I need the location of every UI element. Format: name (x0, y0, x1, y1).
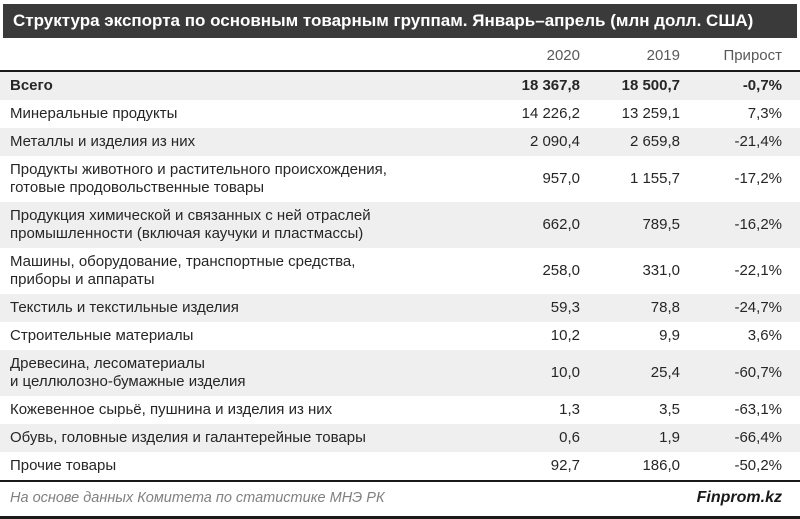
row-label: Продукты животного и растительного проис… (10, 161, 387, 196)
table-row: Строительные материалы 10,2 9,9 3,6% (0, 322, 800, 350)
value-2020: 1,3 (559, 401, 580, 418)
value-growth: 3,6% (747, 327, 782, 344)
value-2020: 258,0 (542, 262, 580, 279)
row-label: Строительные материалы (10, 327, 194, 344)
table-row: Текстиль и текстильные изделия 59,3 78,8… (0, 294, 800, 322)
table-row: Продукты животного и растительного проис… (0, 156, 800, 202)
row-label: Текстиль и текстильные изделия (10, 299, 239, 316)
value-2019: 9,9 (659, 327, 680, 344)
value-2020: 18 367,8 (521, 77, 580, 94)
row-label: Продукция химической и связанных с ней о… (10, 207, 371, 242)
value-2020: 10,2 (550, 327, 580, 344)
source-note: На основе данных Комитета по статистике … (10, 490, 385, 506)
row-label: Всего (10, 77, 53, 94)
value-2020: 92,7 (550, 457, 580, 474)
value-2020: 14 226,2 (521, 105, 580, 122)
page-title: Структура экспорта по основным товарным … (13, 11, 754, 30)
value-growth: -0,7% (742, 77, 782, 94)
data-table: Всего 18 367,8 18 500,7 -0,7% Минеральны… (0, 72, 800, 480)
value-2019: 3,5 (659, 401, 680, 418)
table-row: Кожевенное сырьё, пушнина и изделия из н… (0, 396, 800, 424)
value-2019: 186,0 (642, 457, 680, 474)
value-growth: -50,2% (734, 457, 782, 474)
row-label: Машины, оборудование, транспортные средс… (10, 253, 356, 288)
table-row: Продукция химической и связанных с ней о… (0, 202, 800, 248)
row-label: Древесина, лесоматериалы и целлюлозно-бу… (10, 355, 246, 390)
column-header-row: 2020 2019 Прирост (0, 40, 800, 72)
row-label: Обувь, головные изделия и галантерейные … (10, 429, 366, 446)
table-row-total: Всего 18 367,8 18 500,7 -0,7% (0, 72, 800, 100)
value-2020: 59,3 (550, 299, 580, 316)
value-2019: 78,8 (650, 299, 680, 316)
value-growth: -63,1% (734, 401, 782, 418)
table-row: Древесина, лесоматериалы и целлюлозно-бу… (0, 350, 800, 396)
bottom-divider (0, 516, 800, 519)
row-label: Металлы и изделия из них (10, 133, 196, 150)
value-2020: 10,0 (550, 364, 580, 381)
value-2020: 0,6 (559, 429, 580, 446)
table-row: Прочие товары 92,7 186,0 -50,2% (0, 452, 800, 480)
column-header-growth: Прирост (723, 46, 782, 64)
row-label: Минеральные продукты (10, 105, 178, 122)
value-growth: -66,4% (734, 429, 782, 446)
value-2019: 789,5 (642, 216, 680, 233)
table-row: Минеральные продукты 14 226,2 13 259,1 7… (0, 100, 800, 128)
column-header-2019: 2019 (646, 46, 680, 64)
value-2019: 1,9 (659, 429, 680, 446)
value-growth: -17,2% (734, 170, 782, 187)
brand-logo: Finprom.kz (696, 489, 782, 506)
value-2019: 1 155,7 (629, 170, 680, 187)
value-growth: -22,1% (734, 262, 782, 279)
value-growth: -16,2% (734, 216, 782, 233)
row-label: Кожевенное сырьё, пушнина и изделия из н… (10, 401, 333, 418)
value-growth: -60,7% (734, 364, 782, 381)
row-label: Прочие товары (10, 457, 117, 474)
value-2019: 331,0 (642, 262, 680, 279)
value-2019: 2 659,8 (629, 133, 680, 150)
table-row: Металлы и изделия из них 2 090,4 2 659,8… (0, 128, 800, 156)
value-growth: 7,3% (747, 105, 782, 122)
value-2019: 25,4 (650, 364, 680, 381)
footer: На основе данных Комитета по статистике … (0, 480, 800, 514)
value-2019: 18 500,7 (621, 77, 680, 94)
value-2019: 13 259,1 (621, 105, 680, 122)
table-row: Обувь, головные изделия и галантерейные … (0, 424, 800, 452)
value-2020: 2 090,4 (529, 133, 580, 150)
value-2020: 957,0 (542, 170, 580, 187)
table-row: Машины, оборудование, транспортные средс… (0, 248, 800, 294)
title-bar: Структура экспорта по основным товарным … (3, 4, 797, 38)
column-header-2020: 2020 (546, 46, 580, 64)
value-growth: -24,7% (734, 299, 782, 316)
value-2020: 662,0 (542, 216, 580, 233)
value-growth: -21,4% (734, 133, 782, 150)
